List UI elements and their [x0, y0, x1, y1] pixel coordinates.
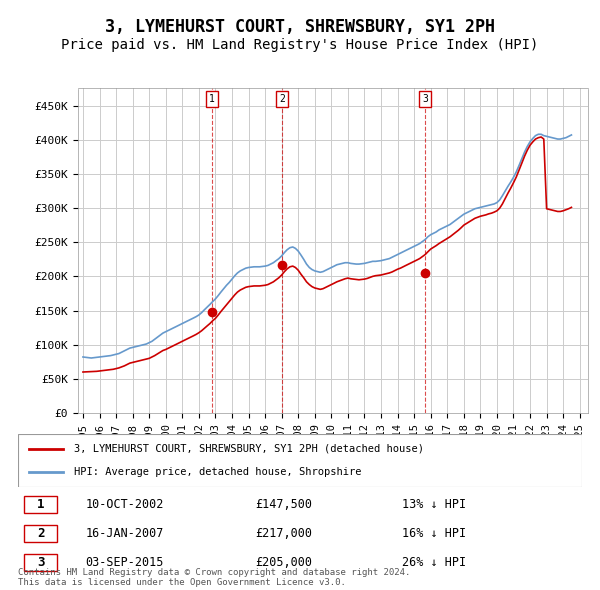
Text: 1: 1	[37, 498, 44, 511]
Text: 1: 1	[209, 94, 215, 104]
Text: £217,000: £217,000	[255, 527, 312, 540]
Text: 26% ↓ HPI: 26% ↓ HPI	[401, 556, 466, 569]
Text: Contains HM Land Registry data © Crown copyright and database right 2024.
This d: Contains HM Land Registry data © Crown c…	[18, 568, 410, 587]
Text: 3: 3	[422, 94, 428, 104]
Text: 2: 2	[37, 527, 44, 540]
FancyBboxPatch shape	[23, 496, 58, 513]
Text: 16% ↓ HPI: 16% ↓ HPI	[401, 527, 466, 540]
Text: £147,500: £147,500	[255, 498, 312, 511]
Text: 3, LYMEHURST COURT, SHREWSBURY, SY1 2PH: 3, LYMEHURST COURT, SHREWSBURY, SY1 2PH	[105, 18, 495, 36]
Text: Price paid vs. HM Land Registry's House Price Index (HPI): Price paid vs. HM Land Registry's House …	[61, 38, 539, 53]
Text: 03-SEP-2015: 03-SEP-2015	[86, 556, 164, 569]
Text: 10-OCT-2002: 10-OCT-2002	[86, 498, 164, 511]
Text: 3, LYMEHURST COURT, SHREWSBURY, SY1 2PH (detached house): 3, LYMEHURST COURT, SHREWSBURY, SY1 2PH …	[74, 444, 424, 454]
FancyBboxPatch shape	[18, 434, 582, 487]
Text: 2: 2	[280, 94, 285, 104]
Text: 3: 3	[37, 556, 44, 569]
FancyBboxPatch shape	[23, 554, 58, 572]
FancyBboxPatch shape	[23, 525, 58, 542]
Text: HPI: Average price, detached house, Shropshire: HPI: Average price, detached house, Shro…	[74, 467, 362, 477]
Text: 16-JAN-2007: 16-JAN-2007	[86, 527, 164, 540]
Text: 13% ↓ HPI: 13% ↓ HPI	[401, 498, 466, 511]
Text: £205,000: £205,000	[255, 556, 312, 569]
